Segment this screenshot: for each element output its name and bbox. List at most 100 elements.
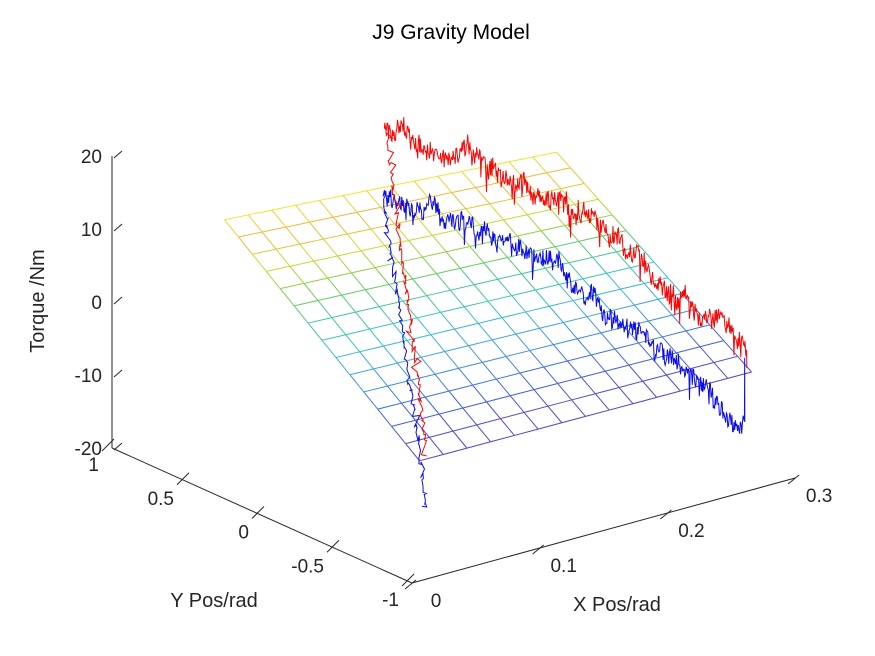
mesh-row-segment xyxy=(351,267,376,274)
mesh-col-segment xyxy=(477,323,493,341)
mesh-row-segment xyxy=(469,240,494,248)
mesh-col-segment xyxy=(434,373,450,392)
mesh-col-segment xyxy=(275,248,291,267)
mesh-row-segment xyxy=(585,409,610,417)
mesh-col-segment xyxy=(384,245,400,263)
mesh-row-segment xyxy=(280,282,305,290)
mesh-col-segment xyxy=(570,167,585,184)
mesh-row-segment xyxy=(323,233,348,240)
mesh-row-segment xyxy=(446,246,471,253)
mesh-col-segment xyxy=(567,360,582,378)
mesh-col-segment xyxy=(558,284,574,301)
mesh-col-segment xyxy=(560,188,575,205)
mesh-col-segment xyxy=(483,262,499,280)
mesh-row-segment xyxy=(602,230,627,237)
mesh-row-segment xyxy=(642,374,667,382)
mesh-col-segment xyxy=(667,277,683,294)
mesh-row-segment xyxy=(461,166,486,172)
mesh-col-segment xyxy=(526,214,542,232)
mesh-row-segment xyxy=(406,334,431,341)
mesh-col-segment xyxy=(387,385,402,404)
mesh-row-segment xyxy=(567,354,592,362)
mesh-row-segment xyxy=(478,317,503,324)
mesh-row-segment xyxy=(476,418,501,426)
mesh-col-segment xyxy=(512,198,528,216)
mesh-row-segment xyxy=(499,177,524,184)
mesh-col-segment xyxy=(562,322,578,340)
mesh-row-segment xyxy=(479,219,504,226)
mesh-row-segment xyxy=(662,330,687,338)
mesh-row-segment xyxy=(458,361,483,369)
y-tick-mark xyxy=(251,506,265,519)
mesh-row-segment xyxy=(355,306,380,313)
mesh-col-segment xyxy=(553,344,568,362)
z-tick-label: 10 xyxy=(81,220,102,241)
mesh-col-segment xyxy=(653,261,669,279)
mesh-row-segment xyxy=(327,272,352,279)
mesh-col-segment xyxy=(473,284,489,302)
mesh-col-segment xyxy=(261,231,277,250)
mesh-col-segment xyxy=(515,333,531,351)
mesh-row-segment xyxy=(638,336,663,344)
mesh-col-segment xyxy=(251,253,267,272)
mesh-col-segment xyxy=(532,156,548,174)
mesh-col-segment xyxy=(618,387,634,405)
mesh-col-segment xyxy=(346,233,362,252)
mesh-col-segment xyxy=(413,180,429,198)
mesh-col-segment xyxy=(519,372,535,390)
mesh-row-segment xyxy=(546,167,571,174)
mesh-col-segment xyxy=(584,183,599,200)
mesh-col-segment xyxy=(431,235,447,253)
mesh-row-segment xyxy=(345,328,370,336)
y-tick-label: -1 xyxy=(382,590,399,611)
mesh-row-segment xyxy=(460,262,484,269)
x-tick-mark xyxy=(532,544,545,555)
mesh-row-segment xyxy=(289,260,314,267)
mesh-row-segment xyxy=(549,300,574,307)
mesh-row-segment xyxy=(568,256,593,264)
mesh-col-segment xyxy=(489,203,504,221)
mesh-row-segment xyxy=(539,322,564,329)
mesh-row-segment xyxy=(393,317,417,325)
mesh-col-segment xyxy=(307,322,323,341)
mesh-row-segment xyxy=(374,261,399,269)
mesh-row-segment xyxy=(510,389,535,397)
mesh-row-segment xyxy=(511,289,536,297)
mesh-col-segment xyxy=(472,384,487,403)
mesh-col-segment xyxy=(458,367,473,386)
x-axis-label: X Pos/rad xyxy=(573,594,661,616)
mesh-col-segment xyxy=(629,267,645,284)
y-tick-mark xyxy=(176,472,190,486)
mesh-row-segment xyxy=(522,172,547,179)
mesh-row-segment xyxy=(535,283,560,291)
mesh-row-segment xyxy=(414,175,439,182)
mesh-row-segment xyxy=(680,384,705,392)
mesh-col-segment xyxy=(392,323,408,341)
mesh-row-segment xyxy=(514,428,539,436)
mesh-col-segment xyxy=(713,362,729,379)
mesh-col-segment xyxy=(592,256,607,274)
mesh-col-segment xyxy=(373,368,388,387)
mesh-row-segment xyxy=(464,300,489,308)
mesh-row-segment xyxy=(404,196,429,203)
mesh-col-segment xyxy=(539,327,554,345)
y-tick-mark xyxy=(401,573,415,587)
mesh-col-segment xyxy=(436,273,451,291)
mesh-row-segment xyxy=(533,383,558,391)
mesh-col-segment xyxy=(481,362,497,380)
mesh-row-segment xyxy=(411,373,436,381)
mesh-row-segment xyxy=(508,156,533,163)
mesh-row-segment xyxy=(422,251,447,258)
mesh-col-segment xyxy=(374,267,390,285)
mesh-row-segment xyxy=(486,395,511,403)
mesh-col-segment xyxy=(342,195,358,213)
mesh-col-segment xyxy=(468,345,483,363)
mesh-row-segment xyxy=(632,396,657,405)
mesh-row-segment xyxy=(426,289,451,297)
mesh-col-segment xyxy=(533,389,549,407)
mesh-row-segment xyxy=(543,360,568,368)
mesh-col-segment xyxy=(382,345,398,364)
mesh-col-segment xyxy=(313,260,329,279)
mesh-row-segment xyxy=(630,261,655,269)
